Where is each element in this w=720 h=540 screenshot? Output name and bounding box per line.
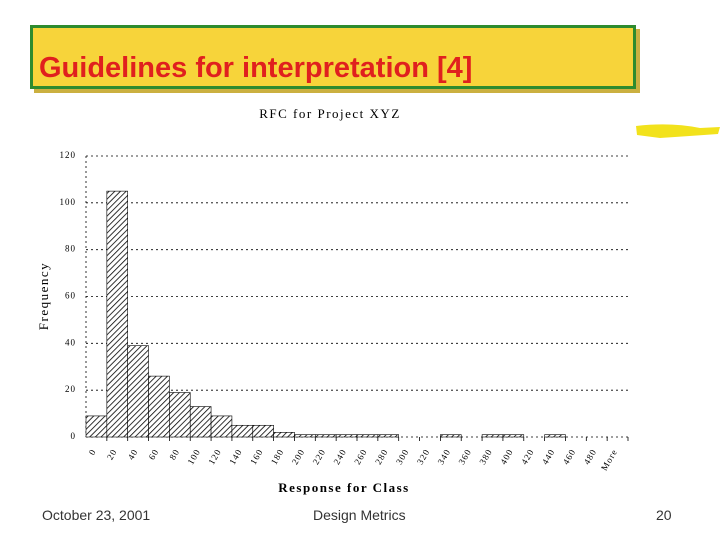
bar bbox=[273, 432, 295, 438]
bar bbox=[148, 375, 170, 438]
bar bbox=[169, 392, 191, 438]
bar bbox=[544, 434, 566, 438]
x-tick-label: 320 bbox=[415, 447, 432, 466]
x-tick-label: 100 bbox=[185, 447, 202, 466]
x-tick-label: 300 bbox=[394, 447, 411, 466]
bar bbox=[315, 434, 337, 438]
x-tick-label: 480 bbox=[582, 447, 599, 466]
bar bbox=[502, 434, 525, 438]
x-tick-label: More bbox=[599, 447, 619, 472]
x-tick-label: 60 bbox=[147, 447, 161, 462]
bar bbox=[481, 434, 504, 438]
y-tick-label: 40 bbox=[65, 337, 76, 347]
bar bbox=[210, 415, 233, 438]
bar bbox=[231, 424, 254, 438]
bar bbox=[252, 424, 274, 438]
x-tick-label: 460 bbox=[561, 447, 578, 466]
y-tick-label: 20 bbox=[65, 384, 76, 394]
x-tick-label: 440 bbox=[540, 447, 557, 466]
x-tick-label: 400 bbox=[498, 447, 515, 466]
x-tick-label: 180 bbox=[269, 447, 286, 466]
x-tick-label: 0 bbox=[87, 447, 98, 457]
x-axis-label: Response for Class bbox=[278, 480, 410, 495]
x-tick-label: 40 bbox=[126, 447, 140, 462]
x-tick-label: 80 bbox=[167, 447, 181, 462]
x-tick-label: 340 bbox=[436, 447, 453, 466]
x-tick-label: 160 bbox=[248, 447, 265, 466]
y-tick-label: 60 bbox=[65, 291, 76, 301]
x-tick-label: 140 bbox=[227, 447, 244, 466]
bar bbox=[294, 434, 316, 438]
x-tick-label: 360 bbox=[456, 447, 473, 466]
footer-date: October 23, 2001 bbox=[42, 507, 151, 523]
y-tick-label: 100 bbox=[60, 197, 77, 207]
slide-title: Guidelines for interpretation [4] bbox=[39, 52, 473, 84]
x-tick-label: 120 bbox=[206, 447, 223, 466]
bar bbox=[440, 434, 462, 438]
bar bbox=[335, 434, 358, 438]
y-tick-label: 0 bbox=[71, 431, 77, 441]
bar bbox=[127, 345, 149, 438]
bar bbox=[356, 434, 379, 438]
x-tick-label: 20 bbox=[105, 447, 119, 462]
bar bbox=[377, 434, 399, 438]
footer-center: Design Metrics bbox=[313, 507, 406, 523]
chart-title: RFC for Project XYZ bbox=[259, 106, 401, 121]
bar bbox=[85, 415, 108, 438]
page-number: 20 bbox=[656, 507, 672, 523]
y-tick-label: 80 bbox=[65, 244, 76, 254]
bar bbox=[189, 406, 212, 438]
x-tick-label: 240 bbox=[331, 447, 348, 466]
bar bbox=[106, 190, 128, 438]
x-tick-label: 380 bbox=[477, 447, 494, 466]
x-tick-label: 220 bbox=[311, 447, 328, 466]
x-tick-label: 260 bbox=[352, 447, 369, 466]
decoration bbox=[636, 124, 720, 138]
x-tick-label: 200 bbox=[290, 447, 307, 466]
x-tick-label: 420 bbox=[519, 447, 536, 466]
y-axis-label: Frequency bbox=[36, 262, 51, 330]
y-tick-label: 120 bbox=[60, 150, 77, 160]
header-box: Guidelines for interpretation [4] bbox=[30, 25, 636, 89]
x-tick-label: 280 bbox=[373, 447, 390, 466]
